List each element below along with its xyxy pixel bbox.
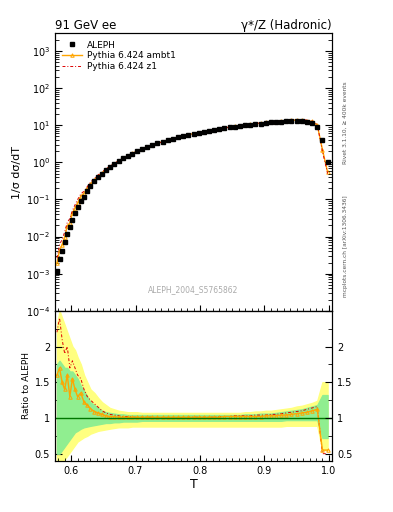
- Text: mcplots.cern.ch [arXiv:1306.3436]: mcplots.cern.ch [arXiv:1306.3436]: [343, 195, 348, 296]
- Line: ALEPH: ALEPH: [55, 119, 330, 273]
- Line: Pythia 6.424 ambt1: Pythia 6.424 ambt1: [55, 118, 329, 265]
- Pythia 6.424 z1: [202, 129, 206, 135]
- Y-axis label: 1/σ dσ/dT: 1/σ dσ/dT: [12, 145, 22, 199]
- Pythia 6.424 z1: [88, 179, 93, 185]
- Pythia 6.424 ambt1: [284, 118, 289, 124]
- ALEPH: [88, 183, 93, 189]
- Text: γ*/Z (Hadronic): γ*/Z (Hadronic): [241, 19, 332, 32]
- Pythia 6.424 z1: [294, 117, 299, 123]
- Pythia 6.424 z1: [181, 133, 185, 139]
- X-axis label: T: T: [190, 478, 197, 492]
- ALEPH: [55, 268, 59, 274]
- ALEPH: [202, 129, 206, 135]
- Line: Pythia 6.424 z1: Pythia 6.424 z1: [57, 120, 328, 258]
- Pythia 6.424 ambt1: [125, 153, 130, 159]
- Pythia 6.424 ambt1: [325, 169, 330, 175]
- ALEPH: [294, 118, 299, 124]
- Pythia 6.424 z1: [96, 172, 101, 178]
- Pythia 6.424 ambt1: [88, 181, 93, 187]
- Y-axis label: Ratio to ALEPH: Ratio to ALEPH: [22, 352, 31, 419]
- Pythia 6.424 ambt1: [294, 117, 299, 123]
- ALEPH: [181, 133, 185, 139]
- Text: Rivet 3.1.10, ≥ 400k events: Rivet 3.1.10, ≥ 400k events: [343, 81, 348, 164]
- ALEPH: [284, 118, 289, 124]
- Pythia 6.424 z1: [55, 255, 59, 261]
- Pythia 6.424 z1: [284, 117, 289, 123]
- Pythia 6.424 ambt1: [96, 173, 101, 179]
- ALEPH: [125, 153, 130, 159]
- ALEPH: [96, 174, 101, 180]
- Pythia 6.424 ambt1: [181, 133, 185, 139]
- Pythia 6.424 ambt1: [55, 260, 59, 266]
- Pythia 6.424 z1: [325, 170, 330, 177]
- Text: 91 GeV ee: 91 GeV ee: [55, 19, 116, 32]
- ALEPH: [325, 159, 330, 165]
- Legend: ALEPH, Pythia 6.424 ambt1, Pythia 6.424 z1: ALEPH, Pythia 6.424 ambt1, Pythia 6.424 …: [59, 38, 178, 74]
- Text: ALEPH_2004_S5765862: ALEPH_2004_S5765862: [149, 285, 239, 294]
- Pythia 6.424 ambt1: [202, 129, 206, 135]
- Pythia 6.424 z1: [125, 153, 130, 159]
